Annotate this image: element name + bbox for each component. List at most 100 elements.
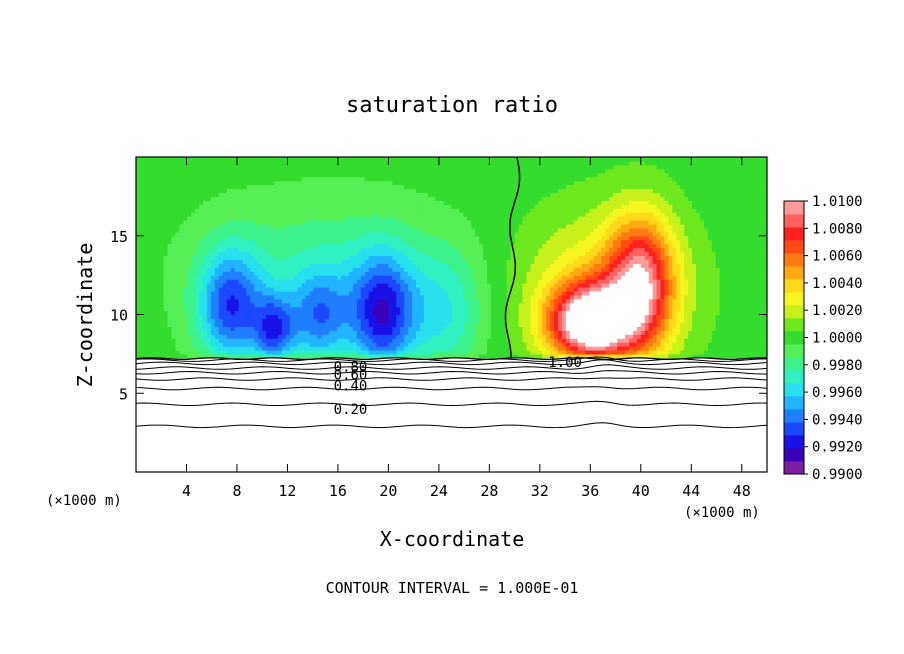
heat-cell: [159, 322, 165, 327]
heat-cell: [439, 275, 445, 280]
heat-cell: [526, 259, 531, 264]
heat-cell: [222, 334, 228, 339]
heat-cell: [585, 279, 591, 284]
heat-cell: [755, 290, 760, 296]
heat-cell: [597, 275, 602, 280]
heat-cell: [763, 255, 767, 260]
heat-cell: [179, 231, 184, 237]
heat-cell: [419, 338, 425, 343]
heat-cell: [664, 255, 669, 260]
heat-cell: [502, 235, 508, 241]
heat-cell: [364, 267, 370, 272]
heat-cell: [297, 279, 303, 284]
heat-cell: [443, 239, 449, 245]
heat-cell: [699, 275, 705, 280]
heat-cell: [274, 334, 279, 339]
heat-cell: [222, 275, 228, 280]
heat-cell: [494, 310, 500, 316]
heat-cell: [589, 298, 595, 304]
heat-cell: [510, 298, 516, 304]
heat-cell: [400, 286, 405, 292]
heat-cell: [167, 267, 173, 272]
heat-cell: [250, 267, 255, 272]
heat-cell: [455, 251, 460, 257]
heat-cell: [573, 271, 579, 276]
heat-cell: [443, 326, 449, 331]
heat-cell: [522, 330, 528, 335]
heat-cell: [380, 247, 386, 253]
heat-cell: [613, 342, 618, 347]
heat-cell: [254, 239, 259, 245]
heat-cell: [483, 243, 488, 249]
heat-cell: [648, 314, 654, 320]
heat-cell: [191, 279, 196, 284]
heat-cell: [226, 353, 232, 359]
heat-cell: [688, 326, 693, 331]
heat-cell: [199, 338, 204, 343]
heat-cell: [443, 349, 449, 355]
heat-cell: [557, 346, 563, 351]
heat-cell: [380, 334, 386, 339]
heat-cell: [668, 243, 673, 249]
heat-cell: [743, 302, 748, 308]
heat-cell: [352, 279, 358, 284]
heat-cell: [352, 310, 358, 316]
heat-cell: [419, 353, 425, 359]
heat-cell: [281, 267, 287, 272]
heat-cell: [392, 342, 397, 347]
heat-cell: [427, 294, 433, 300]
heat-cell: [242, 318, 248, 323]
heat-cell: [672, 349, 677, 355]
heat-cell: [490, 279, 496, 284]
heat-cell: [155, 353, 161, 359]
heat-cell: [486, 342, 492, 347]
heat-cell: [534, 275, 539, 280]
heat-cell: [321, 306, 326, 312]
heat-cell: [143, 346, 149, 351]
heat-cell: [526, 279, 531, 284]
heat-cell: [179, 349, 184, 355]
heat-cell: [557, 263, 563, 268]
heat-cell: [222, 283, 228, 288]
heat-cell: [640, 251, 646, 257]
heat-cell: [763, 326, 767, 331]
heat-cell: [692, 338, 697, 343]
heat-cell: [293, 330, 299, 335]
heat-cell: [471, 255, 476, 260]
heat-cell: [155, 239, 161, 245]
heat-cell: [238, 235, 244, 241]
heat-cell: [155, 243, 161, 249]
heat-cell: [625, 353, 630, 359]
heat-cell: [431, 259, 437, 264]
heat-cell: [656, 326, 662, 331]
heat-cell: [684, 294, 689, 300]
heat-cell: [609, 259, 614, 264]
heat-cell: [609, 263, 614, 268]
heat-cell: [569, 346, 575, 351]
heat-cell: [317, 294, 322, 300]
heat-cell: [416, 247, 421, 253]
heat-cell: [692, 294, 697, 300]
heat-cell: [632, 338, 638, 343]
heat-cell: [644, 334, 650, 339]
heat-cell: [498, 275, 504, 280]
heat-cell: [561, 342, 567, 347]
heat-cell: [416, 283, 421, 288]
heat-cell: [258, 342, 263, 347]
heat-cell: [483, 275, 488, 280]
heat-cell: [707, 279, 713, 284]
heat-cell: [356, 294, 362, 300]
heat-cell: [187, 231, 192, 237]
heat-cell: [400, 349, 405, 355]
heat-cell: [431, 263, 437, 268]
heat-cell: [676, 338, 681, 343]
heat-cell: [439, 330, 445, 335]
heat-cell: [289, 294, 295, 300]
heat-cell: [136, 298, 141, 304]
heat-cell: [226, 334, 232, 339]
heat-cell: [731, 267, 737, 272]
heat-cell: [222, 290, 228, 296]
heat-cell: [680, 251, 685, 257]
heat-cell: [139, 342, 145, 347]
heat-cell: [147, 353, 153, 359]
